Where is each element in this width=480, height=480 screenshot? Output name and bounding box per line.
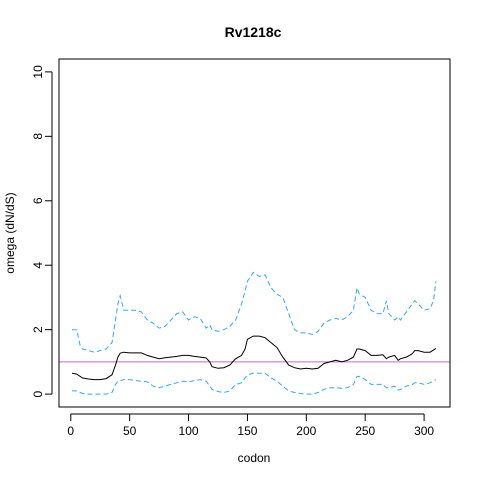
upper-bound-line [72,271,437,353]
x-tick-label: 150 [237,424,257,438]
x-tick-label: 250 [355,424,375,438]
x-axis: 0 50 100 150 200 250 300 [67,413,434,438]
x-tick-label: 100 [179,424,199,438]
y-tick-label: 10 [31,65,45,79]
x-tick-label: 300 [414,424,434,438]
y-axis: 0 2 4 6 8 10 [31,65,53,397]
x-tick-label: 50 [123,424,137,438]
y-tick-label: 8 [31,133,45,140]
x-tick-label: 200 [296,424,316,438]
x-tick-label: 0 [67,424,74,438]
plot-area [59,271,450,395]
y-tick-label: 2 [31,326,45,333]
y-tick-label: 6 [31,197,45,204]
y-tick-label: 4 [31,262,45,269]
x-axis-label: codon [238,451,271,465]
plot-frame [58,58,451,408]
y-axis-label: omega (dN/dS) [3,192,17,273]
y-tick-label: 0 [31,390,45,397]
chart-title: Rv1218c [225,24,282,40]
lower-bound-line [72,372,437,395]
omega-estimate-line [71,335,437,381]
